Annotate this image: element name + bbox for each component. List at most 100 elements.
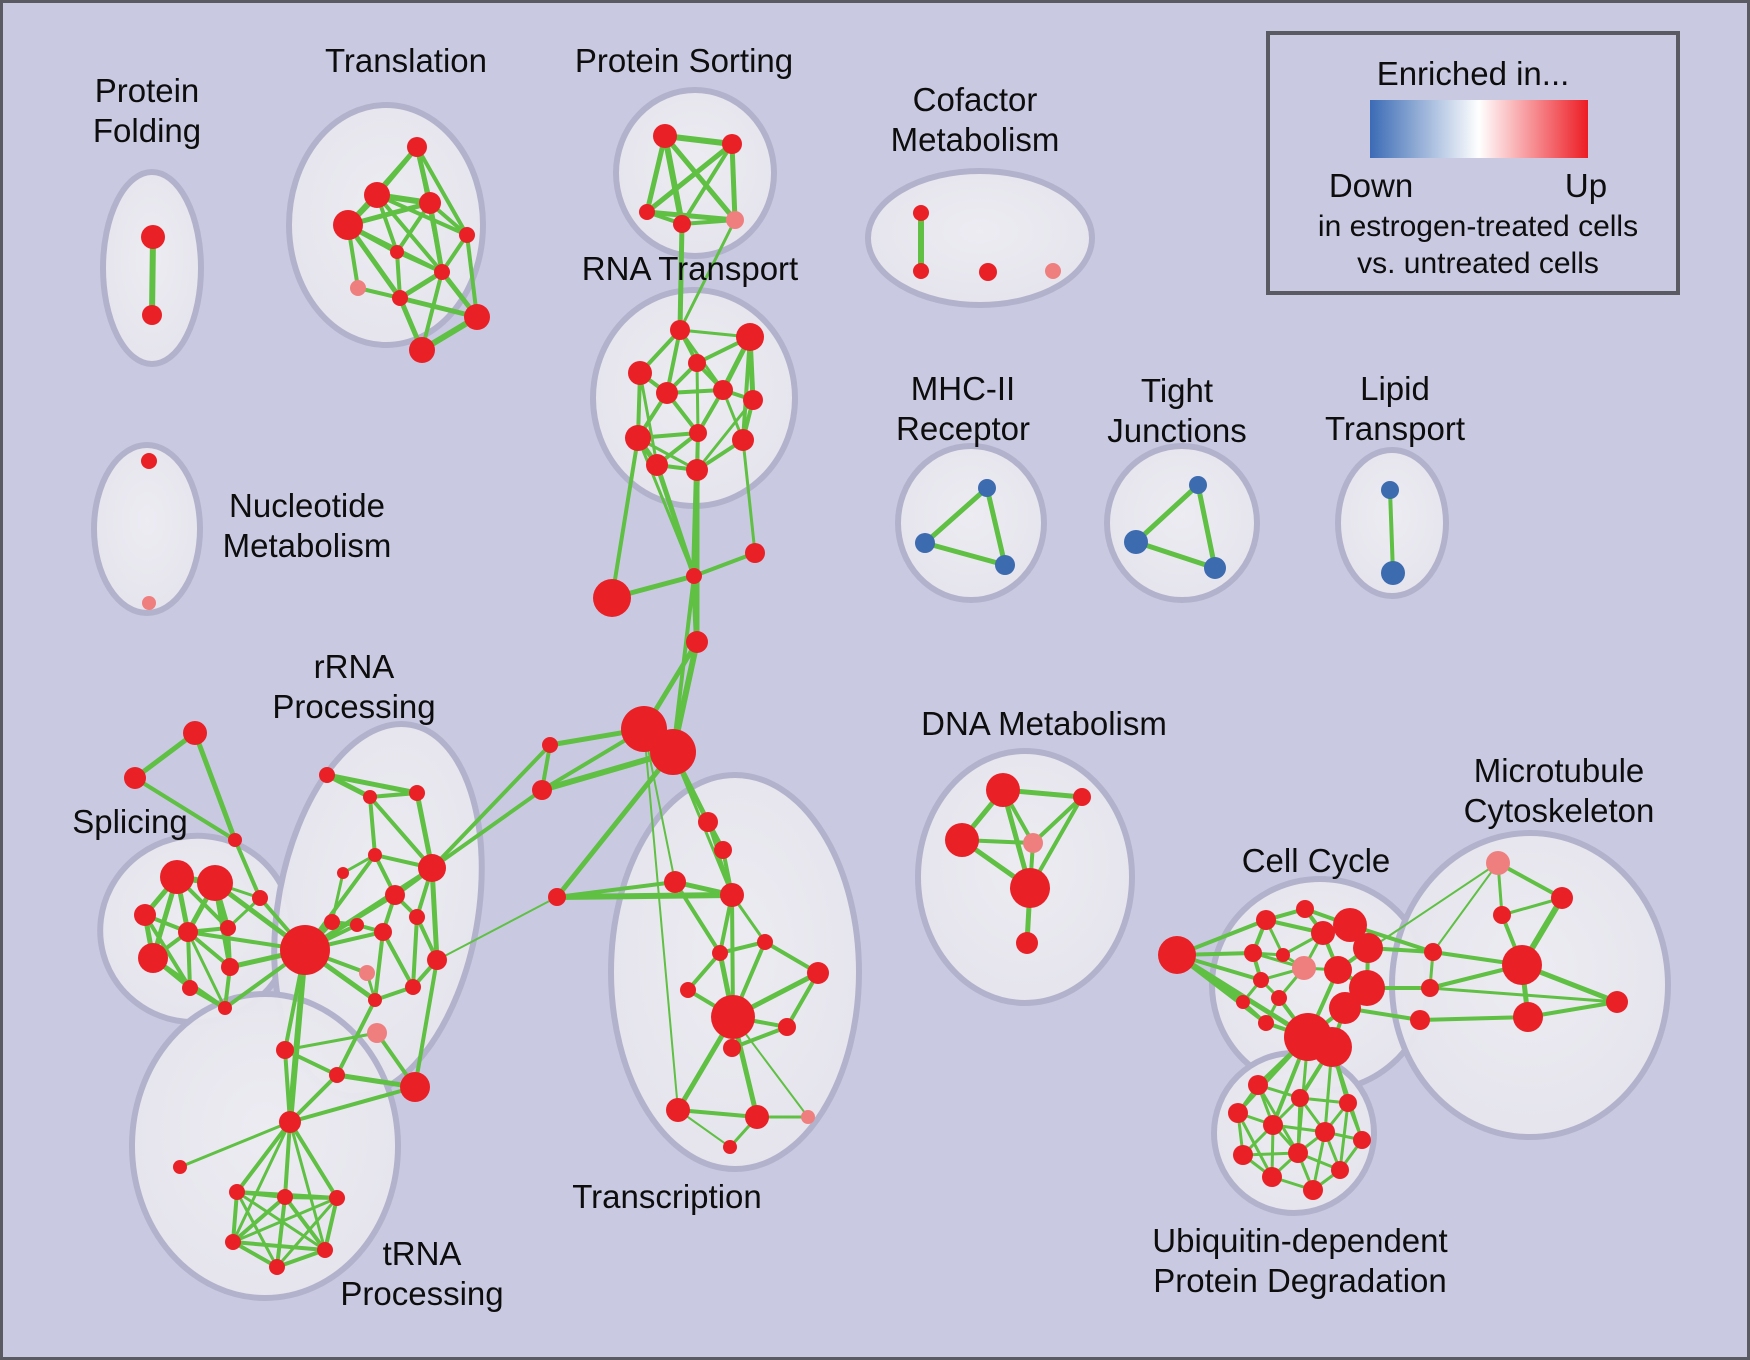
edge-SA-SC xyxy=(192,730,238,843)
node-C6 xyxy=(650,729,696,775)
node-T9 xyxy=(392,290,408,306)
node-RT4 xyxy=(628,361,652,385)
trna-processing-ellipse xyxy=(129,991,401,1301)
edge-TR6-TR8 xyxy=(686,951,722,992)
node-T5 xyxy=(459,227,475,243)
protein-folding-label: Protein Folding xyxy=(93,72,201,149)
microtubule-cytoskeleton-ellipse xyxy=(1389,830,1671,1140)
edge-SA-SB xyxy=(132,730,198,781)
node-R7 xyxy=(385,885,405,905)
node-T6 xyxy=(390,245,404,259)
node-TJ2 xyxy=(1124,530,1148,554)
node-S6 xyxy=(138,943,168,973)
cell-cycle-label: Cell Cycle xyxy=(1242,842,1391,879)
edge-R16-R17 xyxy=(283,1048,339,1077)
node-RT12 xyxy=(686,459,708,481)
transcription-label: Transcription xyxy=(572,1178,762,1215)
edge-T5-T10 xyxy=(465,233,479,319)
edge-RT7-RT12 xyxy=(695,398,755,472)
edge-TR10-TR11 xyxy=(730,1025,789,1050)
node-R12 xyxy=(359,965,375,981)
node-TR13 xyxy=(745,1105,769,1129)
edge-M1-CC18 xyxy=(1432,862,1499,953)
node-CC0 xyxy=(1158,936,1196,974)
edge-T7-T11 xyxy=(420,270,444,352)
node-RT3 xyxy=(688,354,706,372)
node-X3 xyxy=(252,890,268,906)
node-PS1 xyxy=(653,124,677,148)
node-U8 xyxy=(1233,1145,1253,1165)
node-T4 xyxy=(333,210,363,240)
node-TR14 xyxy=(801,1110,815,1124)
node-H1 xyxy=(229,1184,245,1200)
node-R17 xyxy=(329,1067,345,1083)
edge-PS4-RT1 xyxy=(677,221,685,333)
node-PS3 xyxy=(639,204,655,220)
edge-R16-R18 xyxy=(283,1031,379,1052)
node-S9 xyxy=(218,1001,232,1015)
node-CC11 xyxy=(1333,908,1367,942)
node-M3 xyxy=(1493,906,1511,924)
edge-H2-H6 xyxy=(275,1195,287,1269)
edge-S3-S7 xyxy=(143,913,192,990)
edge-M7-M8 xyxy=(1526,1000,1619,1019)
node-NM1 xyxy=(141,453,157,469)
edge-TH-H1 xyxy=(235,1120,292,1194)
node-L1 xyxy=(1381,481,1399,499)
edge-C5-TR12 xyxy=(643,728,679,1111)
node-H5 xyxy=(317,1242,333,1258)
node-PS2 xyxy=(722,134,742,154)
edge-R5-R8 xyxy=(330,871,345,924)
edge-L1-L2 xyxy=(1388,488,1395,575)
node-SC xyxy=(228,833,242,847)
node-CC8 xyxy=(1236,995,1250,1009)
node-NM2 xyxy=(142,596,156,610)
node-MH3 xyxy=(995,555,1015,575)
node-M7 xyxy=(1513,1002,1543,1032)
node-CC9 xyxy=(1258,1015,1274,1031)
node-R0 xyxy=(280,925,330,975)
node-TR7 xyxy=(807,962,829,984)
node-CC18 xyxy=(1424,943,1442,961)
node-CC4 xyxy=(1276,948,1290,962)
tight-junctions-ellipse xyxy=(1104,443,1260,603)
node-MH2 xyxy=(915,533,935,553)
node-H3 xyxy=(329,1190,345,1206)
edge-RT3-RT9 xyxy=(695,361,700,435)
node-R4 xyxy=(368,848,382,862)
edge-TJ2-TJ3 xyxy=(1133,539,1218,571)
edge-H2-H4 xyxy=(231,1195,287,1244)
edge-C7-R6 xyxy=(430,743,552,870)
node-CC13 xyxy=(1324,956,1352,984)
edge-H2-H3 xyxy=(283,1195,339,1200)
edge-R10-R14 xyxy=(411,915,419,989)
legend-caption-line2: vs. untreated cells xyxy=(1357,247,1599,280)
edge-R11-R14 xyxy=(381,930,415,989)
edge-SC-X3 xyxy=(233,838,262,900)
node-S2 xyxy=(197,865,233,901)
node-D2 xyxy=(945,823,979,857)
node-R15 xyxy=(368,993,382,1007)
legend-down-label: Down xyxy=(1329,167,1413,204)
edge-C1-C2 xyxy=(692,551,757,578)
legend-title: Enriched in... xyxy=(1377,55,1570,92)
edge-H5-H6 xyxy=(275,1248,327,1269)
nucleotide-metabolism-label: Nucleotide Metabolism xyxy=(223,487,392,564)
edge-TH-H5 xyxy=(288,1120,327,1252)
edge-R13-C9 xyxy=(436,896,558,961)
node-SB xyxy=(124,767,146,789)
edge-C8-R6 xyxy=(430,788,544,870)
node-S5 xyxy=(220,920,236,936)
node-R5 xyxy=(337,867,349,879)
node-TR5 xyxy=(757,934,773,950)
network-nodes xyxy=(124,124,1628,1275)
node-RT7 xyxy=(743,390,763,410)
node-D1 xyxy=(986,773,1020,807)
rrna-processing-label: rRNA Processing xyxy=(272,648,435,725)
node-T3 xyxy=(419,192,441,214)
node-D3 xyxy=(1073,788,1091,806)
node-S4 xyxy=(178,922,198,942)
edge-PS2-PS4 xyxy=(680,142,734,226)
